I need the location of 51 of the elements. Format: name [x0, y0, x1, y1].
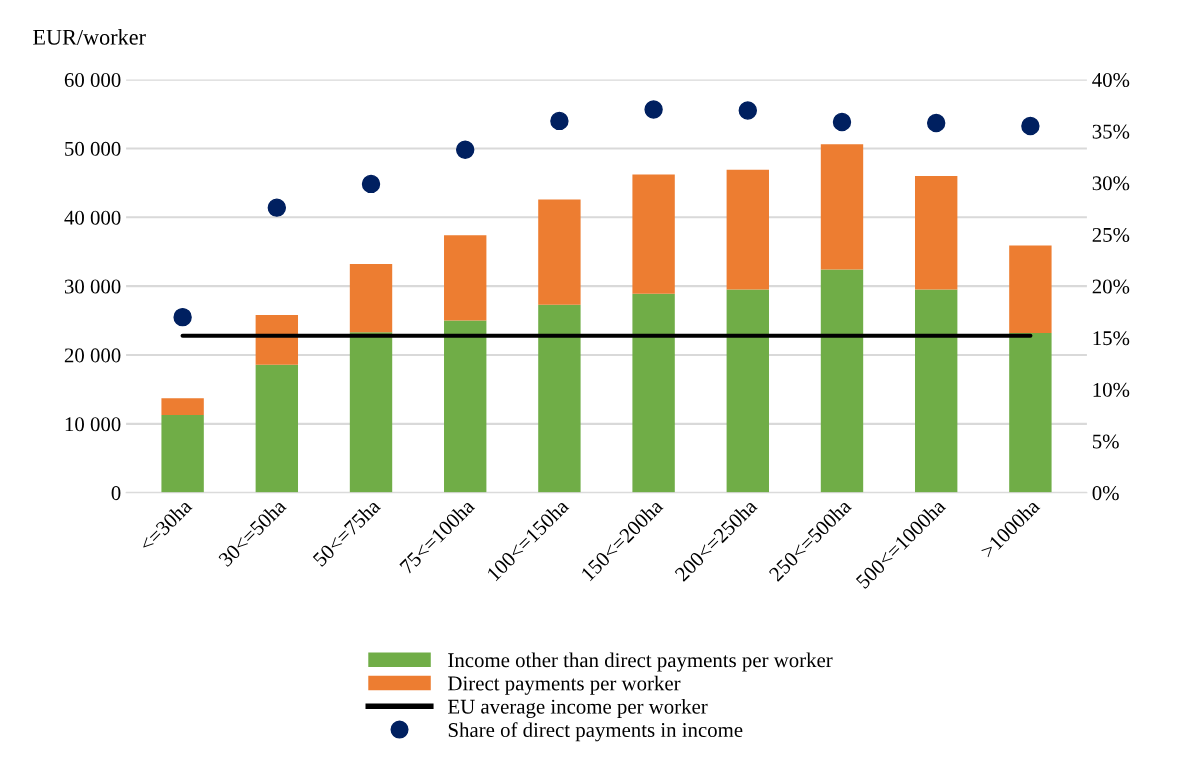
point — [644, 100, 663, 119]
bar — [255, 315, 299, 365]
bar — [444, 320, 487, 493]
y2-tick-label: 5% — [1092, 434, 1119, 449]
bar — [444, 235, 487, 321]
y-tick-label: 30 000 — [64, 279, 121, 294]
point — [1021, 116, 1040, 136]
bar — [632, 293, 675, 493]
legend-label: Share of direct payments in income — [448, 722, 743, 742]
point — [832, 112, 852, 132]
bar — [820, 269, 864, 493]
point — [550, 111, 569, 131]
bar — [726, 169, 769, 290]
bar — [161, 398, 204, 415]
bar — [726, 289, 769, 493]
legend-label: Direct payments per worker — [448, 675, 681, 695]
bar — [915, 175, 958, 290]
bar — [349, 264, 393, 333]
point — [738, 101, 757, 120]
y2-tick-label: 15% — [1093, 331, 1130, 346]
y2-tick-label: 40% — [1092, 72, 1130, 88]
bar — [1009, 332, 1052, 493]
bar — [255, 364, 299, 493]
y-tick-label: 60 000 — [64, 72, 121, 88]
point — [456, 140, 475, 160]
point — [926, 113, 946, 133]
bar — [349, 332, 393, 493]
bar — [632, 174, 675, 294]
y-tick-label: 10 000 — [65, 417, 121, 432]
y-axis-title: EUR/worker — [33, 29, 146, 45]
bar — [820, 144, 864, 270]
legend-label: EU average income per worker — [448, 699, 708, 718]
y-tick-label: 20 000 — [64, 348, 121, 363]
bar — [1009, 245, 1052, 333]
y-tick-label: 40 000 — [64, 210, 121, 225]
y2-tick-label: 35% — [1092, 124, 1130, 139]
y2-tick-label: 25% — [1092, 227, 1130, 243]
bar — [161, 414, 204, 493]
legend-label: Income other than direct payments per worker — [448, 652, 833, 672]
bar — [538, 304, 581, 493]
point — [361, 174, 381, 194]
y2-tick-label: 20% — [1092, 279, 1130, 294]
y-tick-label: 0 — [111, 486, 121, 501]
y-tick-label: 50 000 — [65, 141, 121, 156]
y2-tick-label: 30% — [1092, 176, 1130, 191]
point — [267, 198, 287, 217]
y2-tick-label: 10% — [1093, 382, 1130, 397]
bar — [915, 289, 958, 493]
bar — [538, 199, 581, 305]
point — [173, 307, 192, 327]
y2-tick-label: 0% — [1092, 486, 1119, 501]
